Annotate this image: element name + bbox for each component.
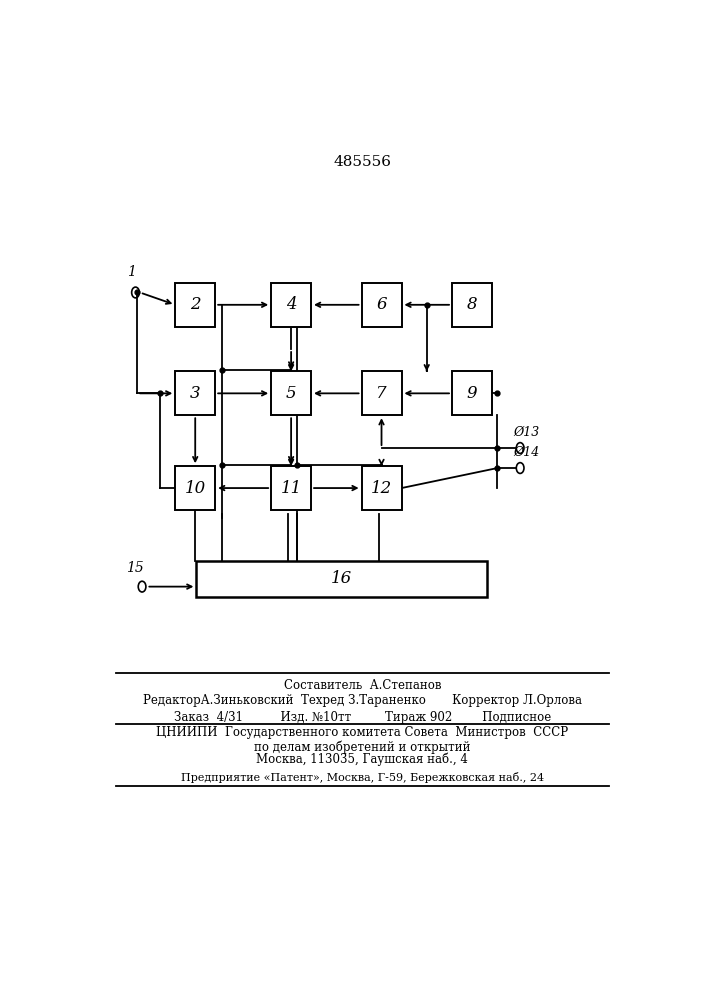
Text: 9: 9 [467, 385, 477, 402]
Text: Ø14: Ø14 [513, 446, 539, 459]
Bar [452, 371, 492, 415]
Text: 5: 5 [286, 385, 296, 402]
Text: 8: 8 [467, 296, 477, 313]
Bar [361, 371, 402, 415]
Bar [197, 561, 486, 597]
Text: Москва, 113035, Гаушская наб., 4: Москва, 113035, Гаушская наб., 4 [257, 752, 468, 766]
Bar [175, 466, 215, 510]
Bar [175, 371, 215, 415]
Text: 16: 16 [331, 570, 352, 587]
Bar [361, 283, 402, 327]
Text: 4: 4 [286, 296, 296, 313]
Text: Заказ  4/31          Изд. №10тт         Тираж 902        Подписное: Заказ 4/31 Изд. №10тт Тираж 902 Подписно… [174, 711, 551, 724]
Text: 11: 11 [281, 480, 302, 497]
Bar [271, 466, 311, 510]
Text: 1: 1 [127, 265, 136, 279]
Bar [452, 283, 492, 327]
Text: 2: 2 [190, 296, 201, 313]
Bar [175, 283, 215, 327]
Text: 7: 7 [376, 385, 387, 402]
Text: 6: 6 [376, 296, 387, 313]
Text: 15: 15 [126, 561, 144, 575]
Text: 3: 3 [190, 385, 201, 402]
Text: 10: 10 [185, 480, 206, 497]
Bar [271, 283, 311, 327]
Text: ЦНИИПИ  Государственного комитета Совета  Министров  СССР: ЦНИИПИ Государственного комитета Совета … [156, 726, 568, 739]
Text: РедакторА.Зиньковский  Техред З.Тараненко       Корректор Л.Орлова: РедакторА.Зиньковский Техред З.Тараненко… [143, 694, 582, 707]
Text: 485556: 485556 [333, 155, 392, 169]
Text: Ø13: Ø13 [513, 426, 539, 439]
Text: Составитель  А.Степанов: Составитель А.Степанов [284, 679, 441, 692]
Text: 12: 12 [371, 480, 392, 497]
Text: Предприятие «Патент», Москва, Г-59, Бережковская наб., 24: Предприятие «Патент», Москва, Г-59, Бере… [181, 772, 544, 783]
Text: по делам изобретений и открытий: по делам изобретений и открытий [254, 740, 471, 754]
Bar [271, 371, 311, 415]
Bar [361, 466, 402, 510]
